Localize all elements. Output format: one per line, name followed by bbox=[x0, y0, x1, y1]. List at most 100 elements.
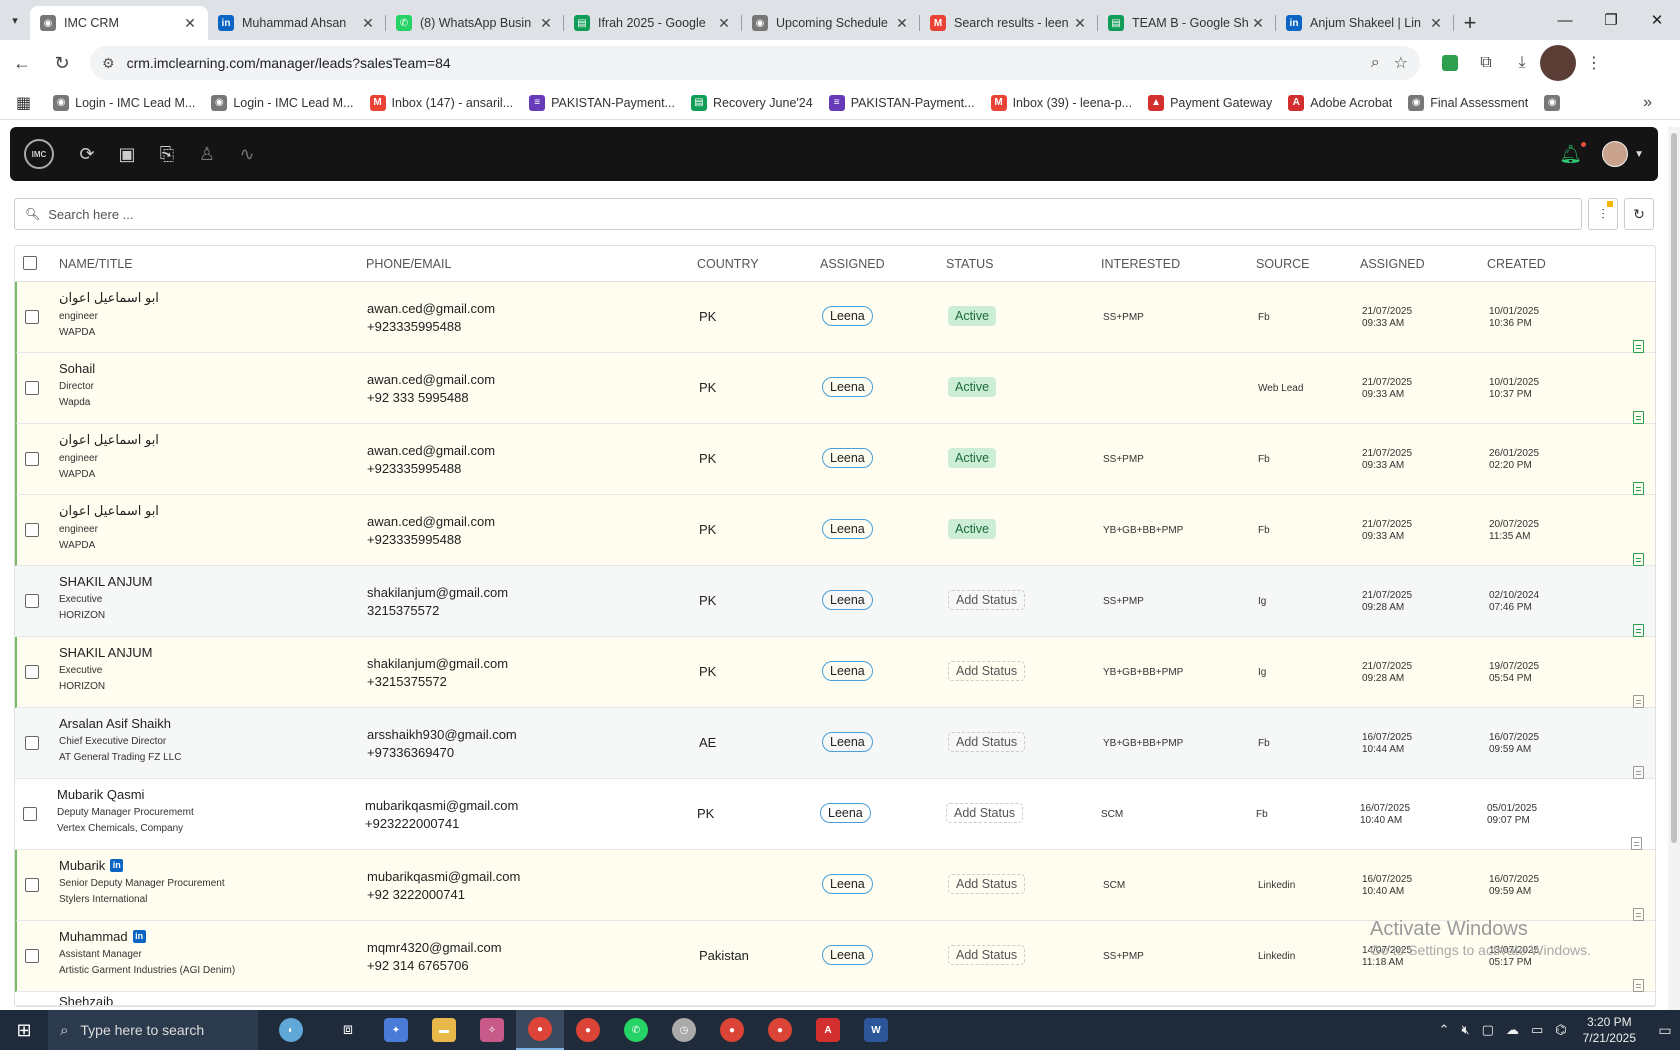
row-checkbox[interactable] bbox=[25, 665, 39, 679]
close-tab-icon[interactable]: ✕ bbox=[1430, 14, 1442, 31]
status-badge[interactable]: Add Status bbox=[948, 661, 1026, 681]
chrome-profile-icon[interactable]: ● bbox=[564, 1010, 612, 1050]
close-tab-icon[interactable]: ✕ bbox=[1074, 14, 1086, 31]
lead-name[interactable]: ابو اسماعیل اعوان bbox=[59, 432, 159, 447]
lead-phone[interactable]: +92 333 5995488 bbox=[367, 390, 469, 405]
lead-email[interactable]: awan.ced@gmail.com bbox=[367, 514, 496, 529]
weather-widget-icon[interactable]: ◐ bbox=[258, 1010, 324, 1050]
imc-logo[interactable]: IMC bbox=[24, 139, 54, 169]
linkedin-icon[interactable]: in bbox=[132, 930, 146, 943]
bookmark-item[interactable]: M Inbox (39) - leena-p... bbox=[990, 94, 1132, 111]
status-badge[interactable]: Active bbox=[948, 377, 997, 397]
assignee-badge[interactable]: Leena bbox=[822, 448, 873, 468]
close-tab-icon[interactable]: ✕ bbox=[896, 14, 908, 31]
reload-icon[interactable]: ↻ bbox=[54, 52, 70, 73]
header-interested[interactable]: INTERESTED bbox=[1101, 256, 1181, 271]
status-badge[interactable]: Add Status bbox=[948, 874, 1026, 894]
row-checkbox[interactable] bbox=[25, 878, 39, 892]
chevron-down-icon[interactable]: ▼ bbox=[1634, 148, 1644, 160]
bookmark-item[interactable]: ◉ Login - IMC Lead M... bbox=[211, 94, 354, 111]
lead-phone[interactable]: +923335995488 bbox=[367, 319, 462, 334]
table-row[interactable]: Sohail Director Wapda awan.ced@gmail.com +92… bbox=[15, 353, 1655, 424]
lead-name[interactable]: Arsalan Asif Shaikh bbox=[59, 716, 172, 731]
notes-document-icon[interactable] bbox=[1633, 907, 1644, 921]
user-icon[interactable]: ♙ bbox=[198, 143, 216, 164]
address-bar[interactable]: ⚙ crm.imclearning.com/manager/leads?sale… bbox=[90, 46, 1420, 80]
back-arrow-icon[interactable]: ← bbox=[13, 52, 31, 73]
taskbar-search[interactable]: ⌕ Type here to search bbox=[48, 1010, 258, 1050]
notes-document-icon[interactable] bbox=[1633, 481, 1644, 495]
display-icon[interactable]: ▭ bbox=[1530, 1022, 1544, 1037]
status-badge[interactable]: Active bbox=[948, 448, 997, 468]
table-row[interactable]: ابو اسماعیل اعوان engineer WAPDA awan.ced@g… bbox=[15, 424, 1655, 495]
lead-email[interactable]: mubarikqasmi@gmail.com bbox=[367, 869, 521, 884]
bookmark-item[interactable]: ▤ Recovery June'24 bbox=[691, 94, 813, 111]
site-info-icon[interactable]: ⚙ bbox=[102, 54, 115, 71]
network-icon[interactable]: ⌬ bbox=[1555, 1022, 1567, 1037]
lead-name[interactable]: Shehzaib bbox=[59, 994, 114, 1006]
notes-document-icon[interactable] bbox=[1633, 623, 1644, 637]
table-row-partial[interactable]: Shehzaib bbox=[15, 992, 1655, 1006]
status-badge[interactable]: Add Status bbox=[948, 732, 1026, 752]
notes-document-icon[interactable] bbox=[1633, 694, 1644, 708]
bookmark-item[interactable]: ◉ Final Assessment bbox=[1408, 94, 1528, 111]
notes-document-icon[interactable] bbox=[1633, 978, 1644, 992]
lead-email[interactable]: awan.ced@gmail.com bbox=[367, 443, 496, 458]
browser-tab[interactable]: ✆ (8) WhatsApp Busin ✕ bbox=[386, 6, 564, 40]
lead-email[interactable]: shakilanjum@gmail.com bbox=[367, 656, 509, 671]
task-view-icon[interactable]: ⧈ bbox=[342, 1021, 354, 1038]
bookmark-item[interactable]: A Adobe Acrobat bbox=[1288, 94, 1392, 111]
word-icon[interactable]: W bbox=[852, 1010, 900, 1050]
extension-green-icon[interactable] bbox=[1432, 45, 1468, 81]
assignee-badge[interactable]: Leena bbox=[822, 661, 873, 681]
lead-phone[interactable]: +923335995488 bbox=[367, 532, 462, 547]
notes-document-icon[interactable] bbox=[1633, 552, 1644, 566]
chrome-menu-icon[interactable]: ⋮ bbox=[1586, 55, 1602, 72]
lead-phone[interactable]: +97336369470 bbox=[367, 745, 455, 760]
notes-document-icon[interactable] bbox=[1633, 765, 1644, 779]
refresh-button[interactable]: ↻ bbox=[1624, 198, 1654, 230]
header-contact[interactable]: PHONE/EMAIL bbox=[366, 256, 452, 271]
lead-phone[interactable]: +92 314 6765706 bbox=[367, 958, 469, 973]
lead-name[interactable]: Mubarik Qasmi bbox=[57, 787, 145, 802]
lead-email[interactable]: shakilanjum@gmail.com bbox=[367, 585, 509, 600]
header-status[interactable]: STATUS bbox=[946, 256, 994, 271]
lead-email[interactable]: mqmr4320@gmail.com bbox=[367, 940, 502, 955]
minimize-icon[interactable]: — bbox=[1557, 11, 1573, 29]
close-tab-icon[interactable]: ✕ bbox=[184, 14, 196, 31]
status-badge[interactable]: Active bbox=[948, 306, 997, 326]
table-row[interactable]: Mubarik Qasmi Deputy Manager Procurememt V… bbox=[15, 779, 1655, 850]
notes-document-icon[interactable] bbox=[1631, 836, 1642, 850]
tab-search-chevron-icon[interactable]: ▾ bbox=[12, 14, 18, 27]
extensions-puzzle-icon[interactable]: ⧉ bbox=[1480, 54, 1492, 71]
bookmarks-overflow-chevron-icon[interactable]: » bbox=[1643, 93, 1652, 111]
status-badge[interactable]: Add Status bbox=[948, 590, 1026, 610]
whatsapp-icon[interactable]: ✆ bbox=[612, 1010, 660, 1050]
status-badge[interactable]: Active bbox=[948, 519, 997, 539]
file-explorer-icon[interactable]: ▬ bbox=[420, 1010, 468, 1050]
assignee-badge[interactable]: Leena bbox=[822, 732, 873, 752]
document-swap-icon[interactable]: ⎘ bbox=[159, 143, 175, 164]
notes-document-icon[interactable] bbox=[1633, 339, 1644, 353]
linkedin-icon[interactable]: in bbox=[110, 859, 124, 872]
lead-phone[interactable]: +923335995488 bbox=[367, 461, 462, 476]
header-name[interactable]: NAME/TITLE bbox=[59, 256, 133, 271]
assignee-badge[interactable]: Leena bbox=[822, 519, 873, 539]
lead-name[interactable]: SHAKIL ANJUM bbox=[59, 574, 153, 589]
bookmark-item[interactable]: ▲ Payment Gateway bbox=[1148, 94, 1272, 111]
row-checkbox[interactable] bbox=[25, 310, 39, 324]
bookmark-item[interactable]: ≡ PAKISTAN-Payment... bbox=[529, 94, 675, 111]
onedrive-icon[interactable]: ☁ bbox=[1505, 1022, 1519, 1037]
close-window-icon[interactable]: ✕ bbox=[1650, 12, 1664, 29]
status-badge[interactable]: Add Status bbox=[946, 803, 1024, 823]
lead-name[interactable]: SHAKIL ANJUM bbox=[59, 645, 153, 660]
status-badge[interactable]: Add Status bbox=[948, 945, 1026, 965]
lead-name[interactable]: ابو اسماعیل اعوان bbox=[59, 503, 159, 518]
url-text[interactable]: crm.imclearning.com/manager/leads?salesT… bbox=[126, 55, 451, 71]
refresh-cycle-icon[interactable]: ⟳ bbox=[79, 143, 95, 164]
table-row[interactable]: ابو اسماعیل اعوان engineer WAPDA awan.ced@g… bbox=[15, 495, 1655, 566]
filter-button[interactable]: ⫶ bbox=[1588, 198, 1618, 230]
lead-name[interactable]: Mubarik bbox=[59, 858, 106, 873]
browser-tab[interactable]: ▤ Ifrah 2025 - Google ✕ bbox=[564, 6, 742, 40]
row-checkbox[interactable] bbox=[23, 807, 37, 821]
